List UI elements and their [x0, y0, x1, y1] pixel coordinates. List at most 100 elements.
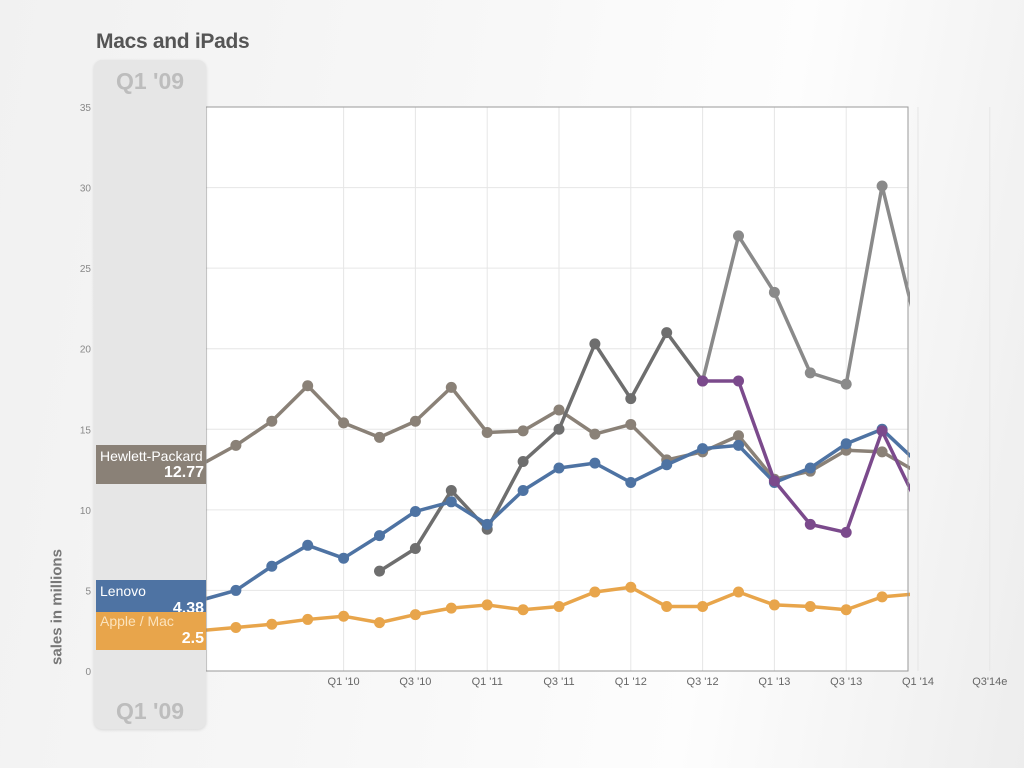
data-point[interactable]: [481, 427, 493, 439]
data-point[interactable]: [553, 601, 565, 613]
chart-title: Macs and iPads: [96, 30, 250, 53]
series-purple: [697, 375, 959, 538]
data-point[interactable]: [302, 539, 314, 551]
data-point[interactable]: [625, 581, 637, 593]
value-tag-name: Hewlett-Packard: [100, 448, 203, 464]
data-point[interactable]: [266, 618, 278, 630]
x-tick-label: Q1 '12: [615, 676, 647, 688]
data-point[interactable]: [445, 602, 457, 614]
data-point[interactable]: [733, 230, 744, 242]
data-point[interactable]: [948, 493, 959, 504]
data-point[interactable]: [553, 404, 565, 416]
data-point[interactable]: [804, 462, 816, 474]
period-label-bottom: Q1 '09: [115, 698, 185, 724]
x-tick-label: Q1 '14: [902, 676, 934, 688]
data-point[interactable]: [374, 530, 385, 542]
data-point[interactable]: [517, 604, 529, 616]
x-tick-label: Q3 '12: [687, 676, 719, 688]
data-point[interactable]: [553, 423, 565, 435]
series-apple: [206, 581, 959, 633]
data-point[interactable]: [445, 381, 457, 393]
data-point[interactable]: [230, 621, 242, 633]
period-label-top: Q1 '09: [115, 68, 185, 94]
x-tick-label: Q3 '10: [399, 676, 431, 688]
data-point[interactable]: [733, 430, 744, 442]
y-axis-ticks: 0 5 10 15 20 25 30 35: [80, 103, 92, 678]
data-point[interactable]: [948, 450, 959, 461]
data-point[interactable]: [409, 505, 421, 517]
series-line: [377, 330, 705, 573]
data-point[interactable]: [733, 375, 744, 387]
data-point[interactable]: [948, 599, 959, 610]
data-point[interactable]: [876, 591, 888, 603]
data-point[interactable]: [589, 586, 601, 598]
data-point[interactable]: [840, 438, 852, 450]
data-point[interactable]: [338, 610, 350, 622]
data-point[interactable]: [374, 617, 385, 629]
data-point[interactable]: [661, 459, 673, 471]
data-point[interactable]: [733, 586, 744, 598]
data-point[interactable]: [804, 367, 816, 379]
data-point[interactable]: [840, 378, 852, 390]
data-point[interactable]: [589, 457, 601, 469]
data-point[interactable]: [625, 418, 637, 430]
data-point[interactable]: [768, 286, 780, 298]
data-point[interactable]: [697, 601, 709, 613]
data-point[interactable]: [697, 375, 709, 387]
data-point[interactable]: [302, 613, 314, 625]
y-tick-label: 30: [80, 184, 92, 195]
data-point[interactable]: [481, 518, 493, 530]
data-point[interactable]: [697, 443, 709, 455]
data-point[interactable]: [589, 338, 601, 350]
data-point[interactable]: [409, 415, 421, 427]
x-tick-label: Q3 '13: [830, 676, 862, 688]
data-point[interactable]: [948, 432, 959, 443]
data-point[interactable]: [840, 604, 852, 616]
data-point[interactable]: [661, 327, 673, 339]
data-point[interactable]: [661, 601, 673, 613]
data-point[interactable]: [409, 609, 421, 621]
data-point[interactable]: [948, 382, 959, 393]
y-tick-label: 10: [80, 506, 92, 517]
value-tag-hewlett-packard[interactable]: Hewlett-Packard 12.77: [96, 445, 206, 484]
y-tick-label: 35: [80, 103, 92, 114]
data-point[interactable]: [625, 476, 637, 488]
data-point[interactable]: [266, 415, 278, 427]
data-point[interactable]: [876, 425, 888, 437]
data-point[interactable]: [589, 428, 601, 440]
data-point[interactable]: [374, 565, 385, 577]
data-point[interactable]: [517, 485, 529, 497]
data-point[interactable]: [804, 518, 816, 530]
data-point[interactable]: [804, 601, 816, 613]
data-point[interactable]: [230, 439, 242, 451]
data-point[interactable]: [768, 475, 780, 487]
data-point[interactable]: [445, 485, 457, 497]
data-point[interactable]: [230, 584, 242, 596]
data-point[interactable]: [302, 380, 314, 392]
data-point[interactable]: [517, 425, 529, 437]
data-point[interactable]: [840, 526, 852, 538]
data-point[interactable]: [374, 431, 385, 443]
data-point[interactable]: [445, 496, 457, 508]
y-axis-label: sales in millions: [48, 549, 66, 665]
data-point[interactable]: [338, 417, 350, 429]
data-point[interactable]: [517, 456, 529, 468]
data-point[interactable]: [768, 599, 780, 611]
data-point[interactable]: [625, 393, 637, 405]
data-point[interactable]: [338, 552, 350, 564]
value-tag-apple[interactable]: Apple / Mac 2.5: [96, 612, 206, 650]
series-ipad: [697, 180, 959, 393]
data-point[interactable]: [266, 560, 278, 572]
data-point[interactable]: [876, 446, 888, 458]
y-tick-label: 20: [80, 345, 92, 356]
data-point[interactable]: [876, 180, 888, 192]
data-point[interactable]: [733, 439, 744, 451]
data-point[interactable]: [481, 599, 493, 611]
y-tick-label: 0: [85, 667, 91, 678]
plot-background: [206, 107, 908, 671]
data-point[interactable]: [553, 462, 565, 474]
data-point[interactable]: [409, 543, 421, 555]
x-tick-label: Q1 '13: [758, 676, 790, 688]
series-lenovo: [206, 423, 959, 601]
